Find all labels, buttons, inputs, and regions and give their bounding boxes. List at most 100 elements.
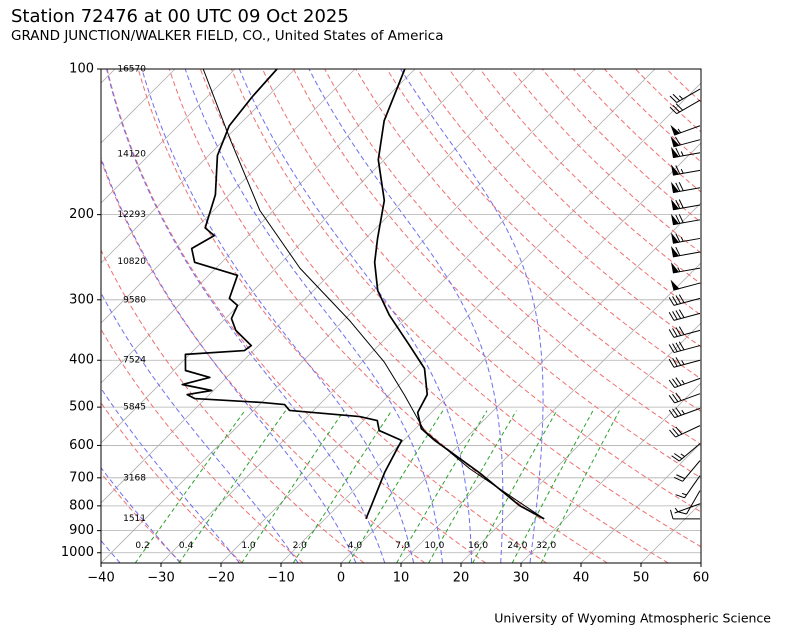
dry-adiabat: [230, 69, 701, 548]
wind-barb: [668, 357, 701, 368]
mixing-ratio-label: 24.0: [507, 541, 527, 551]
dry-adiabat: [635, 69, 701, 133]
mixing-ratio-line: [540, 410, 620, 563]
mixing-ratio-line: [134, 410, 246, 563]
x-tick-label: −10: [267, 571, 294, 586]
wind-barb: [671, 181, 701, 194]
mixing-ratio-line: [396, 410, 488, 563]
isotherm: [101, 69, 116, 84]
isotherm: [101, 69, 476, 444]
x-tick-label: 40: [573, 571, 590, 586]
barb-shaft: [684, 475, 701, 499]
barb-shaft: [678, 443, 701, 462]
y-tick-label: 1000: [61, 545, 94, 560]
barb-feathers: [670, 124, 682, 136]
height-label: 12293: [117, 210, 146, 220]
dry-adiabat: [199, 69, 669, 563]
wind-barb: [677, 490, 701, 515]
barb-feathers: [670, 509, 674, 519]
barb-feathers: [668, 377, 685, 388]
y-tick-label: 900: [69, 523, 94, 538]
moist-adiabat: [101, 466, 181, 563]
dry-adiabat: [293, 69, 701, 479]
x-tick-label: −40: [87, 571, 114, 586]
mixing-ratio-line: [428, 410, 517, 563]
x-tick-label: 20: [453, 571, 470, 586]
dry-adiabat: [355, 69, 701, 412]
wind-barb: [671, 246, 701, 258]
barb-feathers: [668, 407, 685, 418]
mixing-ratio-line: [511, 410, 594, 563]
dry-adiabat: [541, 69, 701, 223]
mixing-ratio-label: 32.0: [536, 541, 556, 551]
moist-adiabat: [101, 387, 240, 563]
wind-barb: [669, 99, 701, 115]
mixing-ratio-label: 0.4: [179, 541, 194, 551]
mixing-ratio-label: 0.2: [135, 541, 149, 551]
moist-adiabat: [308, 69, 504, 563]
isotherm: [101, 69, 296, 264]
y-tick-label: 800: [69, 498, 94, 513]
y-tick-label: 600: [69, 438, 94, 453]
barb-shaft: [674, 503, 701, 514]
isotherm: [580, 442, 701, 563]
wind-barb: [675, 475, 701, 499]
wind-barb: [673, 460, 701, 482]
barb-feathers: [671, 181, 684, 194]
mixing-ratio-line: [472, 410, 558, 563]
barb-feathers: [671, 213, 684, 226]
barb-feathers: [670, 136, 681, 148]
height-label: 7524: [123, 356, 146, 366]
wind-barb: [671, 213, 701, 226]
x-tick-label: 30: [513, 571, 530, 586]
barb-feathers: [675, 492, 687, 499]
x-tick-label: 10: [393, 571, 410, 586]
wind-barb: [670, 136, 701, 148]
mixing-ratio-line: [292, 410, 393, 563]
dry-adiabat: [386, 69, 701, 380]
height-label: 10820: [117, 257, 146, 267]
chart-subtitle: GRAND JUNCTION/WALKER FIELD, CO., United…: [11, 28, 443, 44]
x-tick-label: −30: [147, 571, 174, 586]
barb-shaft: [673, 359, 701, 368]
moist-adiabat: [141, 69, 415, 563]
wind-barb: [669, 425, 701, 438]
dry-adiabat: [417, 69, 701, 348]
mixing-ratio-label: 10.0: [424, 541, 444, 551]
dry-adiabat: [324, 69, 701, 445]
wind-barb: [668, 392, 701, 404]
barb-shaft: [675, 425, 701, 438]
isotherm: [400, 262, 701, 563]
barb-feathers: [670, 279, 680, 291]
isotherm: [101, 69, 236, 204]
y-tick-label: 700: [69, 470, 94, 485]
wind-barb: [671, 146, 701, 159]
barb-feathers: [671, 262, 681, 274]
height-label: 1511: [123, 514, 146, 524]
barb-shaft: [673, 312, 701, 321]
barb-feathers: [668, 341, 685, 353]
isotherm: [460, 322, 701, 563]
barb-shaft: [676, 88, 701, 103]
mixing-ratio-label: 1.0: [241, 541, 256, 551]
dry-adiabat: [479, 69, 701, 285]
height-label: 9580: [123, 295, 146, 305]
wind-barb: [670, 124, 701, 136]
y-tick-label: 400: [69, 353, 94, 368]
y-tick-label: 500: [69, 400, 94, 415]
mixing-ratio-label: 4.0: [348, 541, 363, 551]
dry-adiabat: [572, 69, 701, 193]
dry-adiabat: [101, 472, 182, 563]
y-tick-label: 100: [69, 62, 94, 77]
isotherm: [101, 69, 176, 144]
chart-title: Station 72476 at 00 UTC 09 Oct 2025: [11, 6, 349, 27]
wind-barb: [670, 509, 700, 520]
barb-feathers: [668, 309, 685, 321]
dry-adiabat: [101, 249, 365, 563]
height-label: 14120: [117, 150, 146, 160]
mixing-ratio-label: 2.0: [293, 541, 308, 551]
height-label: 5845: [123, 403, 146, 413]
x-tick-label: 0: [337, 571, 345, 586]
barb-feathers: [674, 507, 679, 513]
